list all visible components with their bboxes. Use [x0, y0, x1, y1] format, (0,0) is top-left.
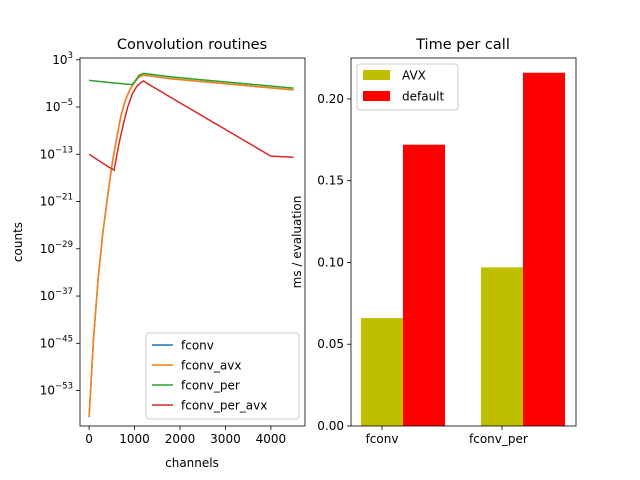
line-chart-convolution-routines: Convolution routines 0 1000 2000 3000 4000 10… — [11, 37, 306, 470]
y-tick-label: 10−13 — [40, 145, 73, 161]
y-tick-label: 0.10 — [317, 255, 344, 269]
right-chart-title: Time per call — [415, 37, 510, 53]
left-legend: fconv fconv_avx fconv_per fconv_per_avx — [145, 332, 300, 420]
legend-label-fconv-per-avx: fconv_per_avx — [181, 399, 267, 413]
y-tick-label: 0.00 — [317, 419, 344, 433]
left-chart-title: Convolution routines — [117, 37, 267, 53]
right-plot-frame — [350, 57, 577, 427]
left-legend-box — [145, 332, 300, 420]
x-tick-label: 1000 — [119, 432, 150, 446]
right-legend: AVX default — [356, 63, 459, 111]
left-series-layer — [88, 72, 294, 418]
left-axes: 0 1000 2000 3000 4000 103 10−5 10−13 10−21 10−29 1… — [40, 51, 286, 446]
y-tick-label: 0.20 — [317, 92, 344, 106]
legend-swatch-AVX — [363, 70, 390, 80]
series-line-fconv-per-avx — [88, 80, 294, 172]
y-tick-label: 10−37 — [40, 287, 73, 303]
y-tick-label: 0.05 — [317, 337, 344, 351]
y-tick-label: 10−53 — [40, 382, 73, 398]
bar-fconv-per-AVX — [481, 267, 523, 426]
right-axes: fconv fconv_per 0.00 0.05 0.10 0.15 0.20 — [317, 92, 528, 446]
series-line-fconv-avx — [88, 74, 294, 418]
y-tick-label: 103 — [52, 51, 73, 67]
legend-label-fconv: fconv — [181, 339, 214, 353]
left-y-axis-label: counts — [11, 222, 25, 262]
x-tick-label: fconv_per — [469, 432, 528, 446]
x-tick-label: 4000 — [256, 432, 287, 446]
legend-label-AVX: AVX — [402, 69, 426, 83]
y-tick-label: 0.15 — [317, 174, 344, 188]
bar-chart-time-per-call: Time per call fconv fconv_per 0.00 0.05 0.10… — [290, 37, 577, 446]
left-plot-frame — [79, 57, 306, 427]
legend-label-fconv-per: fconv_per — [181, 379, 240, 393]
series-line-fconv-per — [89, 72, 294, 89]
legend-label-fconv-avx: fconv_avx — [181, 359, 241, 373]
y-tick-label: 10−45 — [40, 334, 73, 350]
bar-fconv-per-default — [523, 72, 565, 426]
y-tick-label: 10−21 — [40, 193, 73, 209]
bar-fconv-AVX — [361, 318, 403, 426]
left-x-axis-label: channels — [165, 456, 219, 470]
right-bars-layer — [361, 72, 565, 426]
x-tick-label: 3000 — [210, 432, 241, 446]
x-tick-label: 0 — [85, 432, 93, 446]
right-y-axis-label: ms / evaluation — [290, 196, 304, 289]
legend-swatch-default — [363, 91, 390, 101]
y-tick-label: 10−29 — [40, 240, 73, 256]
x-tick-label: 2000 — [165, 432, 196, 446]
y-tick-label: 10−5 — [45, 98, 73, 114]
bar-fconv-default — [403, 144, 445, 426]
legend-label-default: default — [402, 90, 445, 104]
x-tick-label: fconv — [366, 432, 399, 446]
